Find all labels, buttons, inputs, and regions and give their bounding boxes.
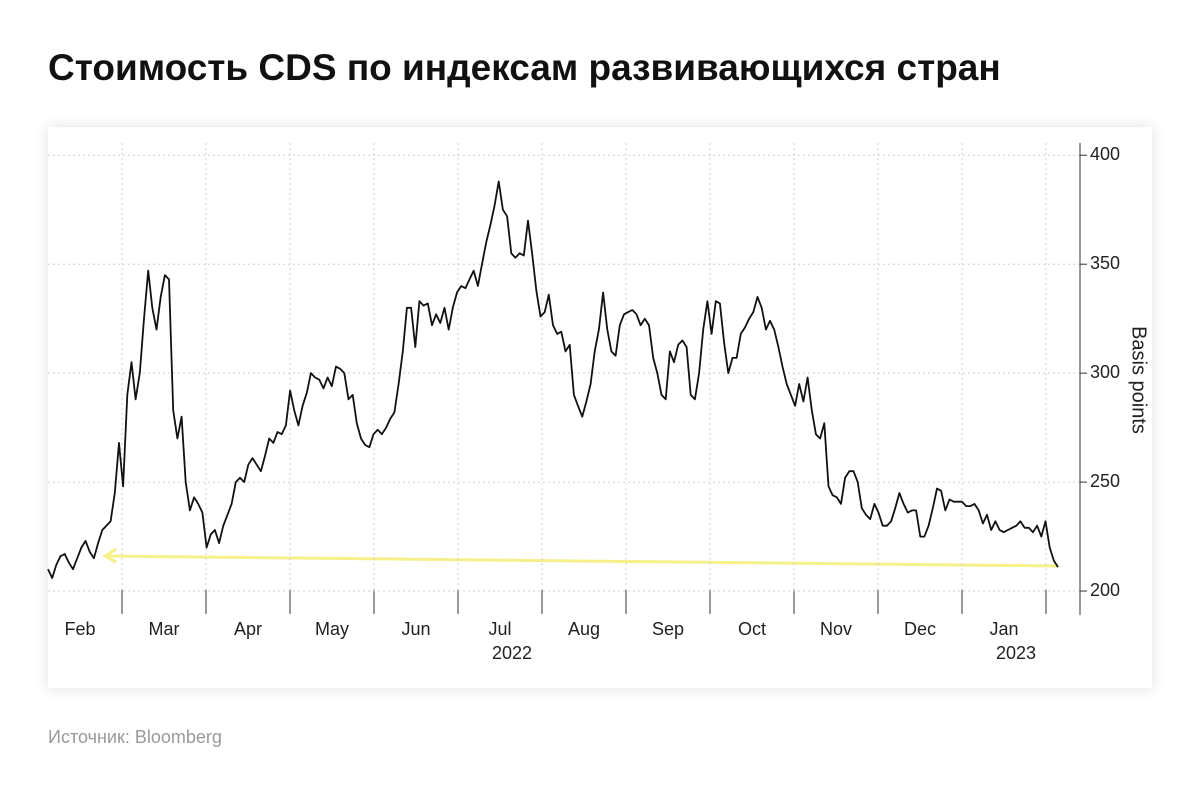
y-tick-label: 350	[1090, 253, 1120, 273]
highlight-arrow-head	[102, 547, 117, 564]
x-year-label: 2022	[492, 643, 532, 663]
y-tick-label: 250	[1090, 471, 1120, 491]
y-tick-label: 400	[1090, 144, 1120, 164]
x-tick-label: Dec	[904, 619, 936, 639]
line	[47, 180, 1059, 579]
x-tick-label: Oct	[738, 619, 766, 639]
x-tick-label: Jan	[989, 619, 1018, 639]
y-tick-label: 200	[1090, 580, 1120, 600]
x-tick-label: Apr	[234, 619, 262, 639]
x-tick-label: Jun	[401, 619, 430, 639]
x-tick-label: May	[315, 619, 349, 639]
x-tick-label: Jul	[488, 619, 511, 639]
x-tick-label: Mar	[149, 619, 180, 639]
y-axis-label: Basis points	[1128, 326, 1150, 434]
x-tick-label: Aug	[568, 619, 600, 639]
x-tick-label: Nov	[820, 619, 852, 639]
y-tick-label: 300	[1090, 362, 1120, 382]
chart-title: Стоимость CDS по индексам развивающихся …	[48, 47, 1001, 88]
chart-panel	[48, 127, 1152, 688]
x-year-label: 2023	[996, 643, 1036, 663]
x-tick-label: Feb	[64, 619, 95, 639]
source: Источник: Bloomberg	[48, 727, 222, 747]
highlight-arrow	[104, 554, 1059, 568]
x-tick-label: Sep	[652, 619, 684, 639]
